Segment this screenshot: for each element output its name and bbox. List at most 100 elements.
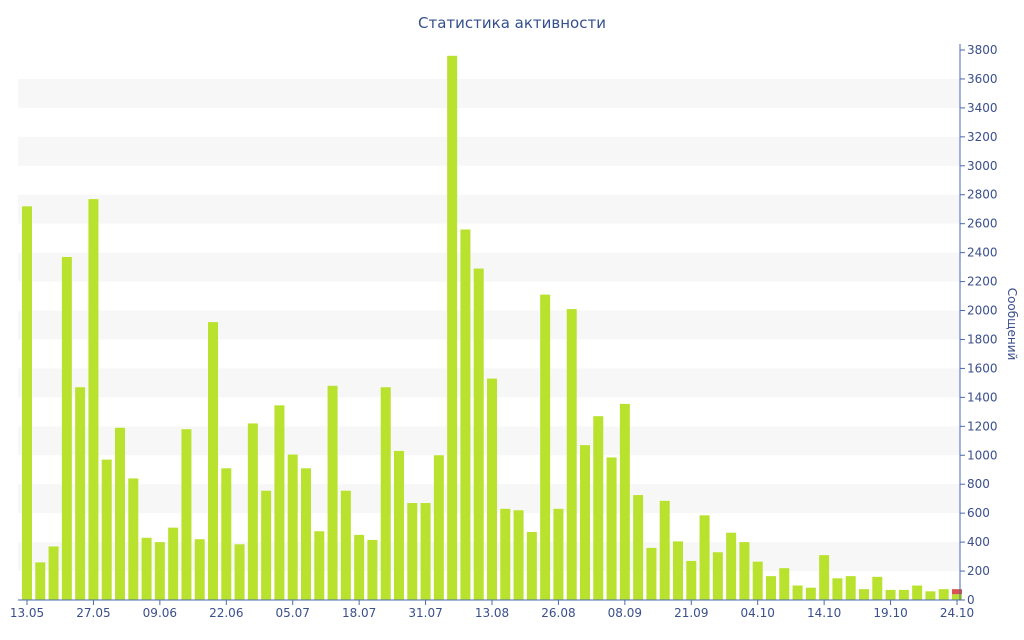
bar — [912, 585, 923, 600]
bar — [686, 560, 697, 600]
bar — [420, 503, 431, 600]
bar — [301, 468, 311, 600]
bar — [659, 500, 670, 600]
x-tick-label: 04.10 — [741, 606, 775, 620]
y-tick-label: 1600 — [967, 361, 998, 375]
bar — [234, 544, 245, 600]
y-tick-label: 2200 — [967, 275, 998, 289]
x-tick-label: 08.09 — [608, 606, 642, 620]
bar — [447, 55, 458, 600]
bar — [194, 539, 205, 600]
x-tick-label: 14.10 — [807, 606, 841, 620]
y-tick-label: 2800 — [967, 188, 998, 202]
bar — [394, 450, 404, 600]
bar — [792, 585, 803, 600]
bar — [115, 427, 125, 600]
y-tick-label: 3600 — [967, 72, 998, 86]
bar — [752, 561, 763, 600]
bar — [88, 199, 99, 600]
x-tick-label: 13.08 — [475, 606, 509, 620]
x-tick-label: 27.05 — [76, 606, 110, 620]
bar — [407, 503, 418, 600]
bar — [327, 385, 338, 600]
bar — [606, 457, 617, 600]
bar — [61, 256, 72, 600]
bar — [898, 589, 909, 600]
bar — [699, 515, 710, 600]
bar — [460, 229, 471, 600]
x-tick-label: 21.09 — [674, 606, 708, 620]
y-tick-label: 3800 — [967, 43, 998, 57]
bar — [22, 206, 32, 600]
bar — [35, 562, 46, 600]
y-tick-label: 0 — [967, 593, 975, 607]
bar — [247, 423, 258, 600]
bar — [75, 387, 86, 600]
bar — [819, 555, 830, 600]
bar — [274, 405, 285, 600]
y-tick-label: 2600 — [967, 217, 998, 231]
bar — [500, 508, 511, 600]
y-tick-label: 600 — [967, 506, 990, 520]
grid-band — [18, 78, 960, 108]
x-tick-label: 18.07 — [342, 606, 376, 620]
y-tick-label: 400 — [967, 535, 990, 549]
bar — [181, 429, 192, 600]
bar — [779, 568, 790, 600]
bar — [952, 594, 962, 600]
bar — [473, 268, 484, 600]
grid-band — [18, 310, 960, 340]
bar — [168, 527, 179, 600]
bar — [553, 508, 564, 600]
x-tick-label: 26.08 — [541, 606, 575, 620]
bar — [340, 490, 351, 600]
bar — [619, 403, 630, 600]
bar — [314, 531, 325, 600]
bar — [673, 541, 683, 600]
y-tick-label: 1800 — [967, 332, 998, 346]
bar — [48, 546, 59, 600]
bar — [712, 552, 723, 600]
bar — [154, 542, 165, 600]
bar — [354, 534, 365, 600]
bar — [859, 589, 869, 600]
x-tick-label: 22.06 — [209, 606, 243, 620]
y-tick-label: 3400 — [967, 101, 998, 115]
x-ticks: 13.05 27.05 09.06 22.06 05.07 18.07 31.07 13.08… — [10, 600, 974, 620]
bar — [141, 537, 152, 600]
x-tick-label: 13.05 — [10, 606, 44, 620]
bar — [540, 294, 551, 600]
y-tick-label: 1200 — [967, 419, 998, 433]
bar — [580, 445, 590, 600]
y-tick-label: 2400 — [967, 246, 998, 260]
bar — [101, 459, 112, 600]
chart-title: Статистика активности — [418, 14, 606, 32]
bar — [208, 322, 218, 600]
x-tick-label: 31.07 — [408, 606, 442, 620]
y-tick-label: 200 — [967, 564, 990, 578]
x-tick-label: 24.10 — [940, 606, 974, 620]
bar — [221, 468, 232, 600]
y-tick-label: 1000 — [967, 448, 998, 462]
y-tick-label: 2000 — [967, 304, 998, 318]
bar — [128, 478, 139, 600]
bar — [805, 587, 816, 600]
bar — [925, 591, 936, 600]
y-tick-label: 1400 — [967, 390, 998, 404]
grid-band — [18, 194, 960, 224]
bar — [739, 542, 750, 600]
y-ticks: 0 200 400 600 800 1000 1200 1400 1600 1800 2000 220… — [960, 43, 998, 607]
y-axis-title: Сообщений — [1005, 288, 1019, 361]
bar — [287, 454, 298, 600]
bars — [22, 55, 962, 600]
bar — [938, 589, 949, 600]
bar — [646, 547, 657, 600]
bar-segment-red — [952, 589, 962, 595]
bar — [433, 455, 444, 600]
bar — [872, 576, 883, 600]
bar — [726, 532, 737, 600]
bar — [593, 416, 604, 600]
grid-band — [18, 136, 960, 166]
bar — [526, 531, 537, 600]
